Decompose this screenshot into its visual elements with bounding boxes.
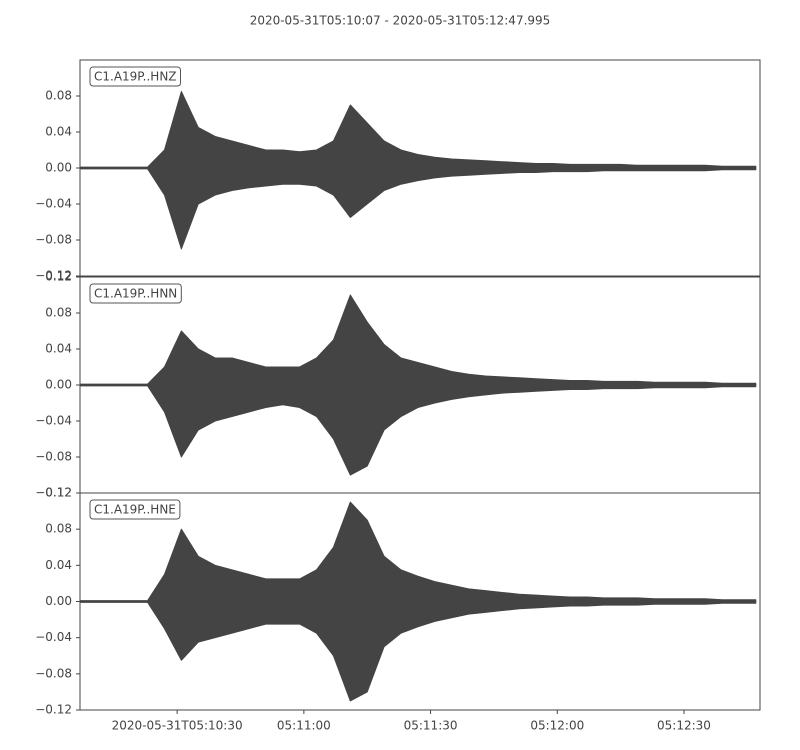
y-tick-label: 0.00 xyxy=(45,378,72,392)
y-tick-label: 0.12 xyxy=(45,486,72,500)
waveform-envelope xyxy=(80,501,757,602)
chart-title: 2020-05-31T05:10:07 - 2020-05-31T05:12:4… xyxy=(250,14,551,28)
trace-label: C1.A19P..HNE xyxy=(94,503,176,517)
y-tick-label: 0.04 xyxy=(45,558,72,572)
y-tick-label: 0.04 xyxy=(45,342,72,356)
x-tick-label: 05:12:30 xyxy=(657,719,711,733)
trace-label-box xyxy=(89,499,181,520)
y-tick-label: −0.12 xyxy=(35,486,72,500)
y-tick-label: −0.04 xyxy=(35,414,72,428)
y-tick-label: −0.04 xyxy=(35,197,72,211)
y-tick-label: 0.08 xyxy=(45,89,72,103)
waveform-envelope xyxy=(80,294,757,386)
y-tick-label: −0.08 xyxy=(35,233,72,247)
plot-area xyxy=(80,294,757,476)
x-tick-label: 05:11:30 xyxy=(404,719,458,733)
y-tick-label: −0.12 xyxy=(35,703,72,717)
y-tick-label: −0.08 xyxy=(35,450,72,464)
waveform-envelope xyxy=(80,91,757,169)
y-tick-label: −0.04 xyxy=(35,630,72,644)
trace-label-box xyxy=(89,283,182,304)
y-tick-label: 0.12 xyxy=(45,270,72,284)
trace-label: C1.A19P..HNN xyxy=(94,287,177,301)
y-tick-label: 0.04 xyxy=(45,125,72,139)
y-tick-label: 0.00 xyxy=(45,594,72,608)
waveform-envelope xyxy=(80,167,757,250)
x-tick-label: 05:12:00 xyxy=(530,719,584,733)
trace-label-box xyxy=(89,66,181,87)
plot-area xyxy=(80,501,757,702)
y-tick-label: 0.00 xyxy=(45,161,72,175)
waveform-envelope xyxy=(80,384,757,476)
y-tick-label: 0.08 xyxy=(45,306,72,320)
y-tick-label: −0.08 xyxy=(35,666,72,680)
y-tick-label: 0.08 xyxy=(45,522,72,536)
trace-label: C1.A19P..HNZ xyxy=(94,70,177,84)
plot-area xyxy=(80,91,757,250)
x-tick-label: 2020-05-31T05:10:30 xyxy=(112,719,243,733)
waveform-envelope xyxy=(80,601,757,702)
x-tick-label: 05:11:00 xyxy=(277,719,331,733)
y-tick-label: −0.12 xyxy=(35,269,72,283)
